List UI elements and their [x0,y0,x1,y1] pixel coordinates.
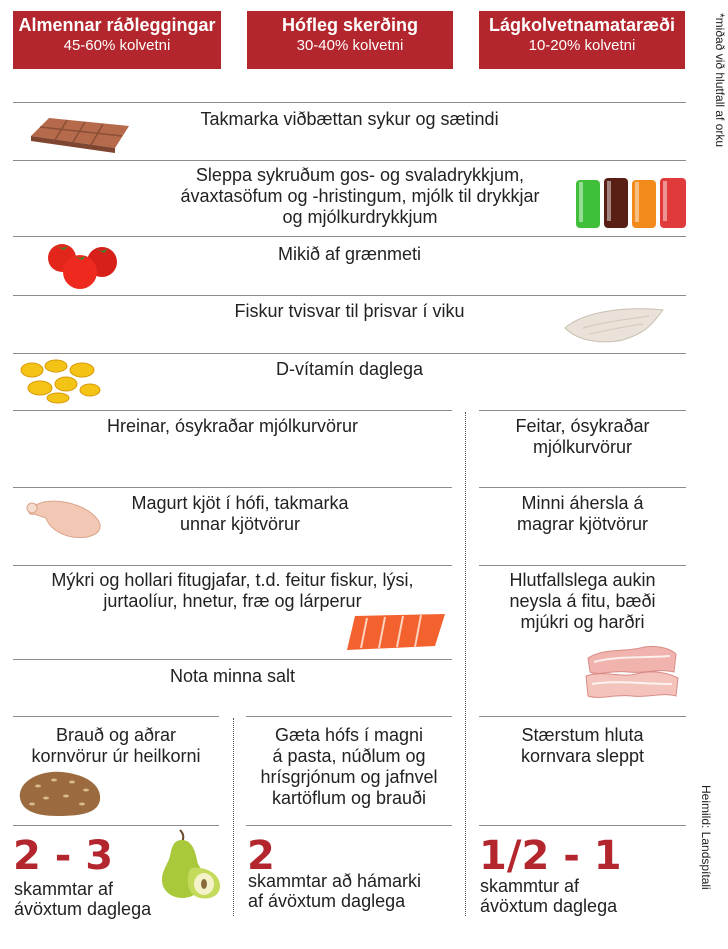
column-separator [233,718,234,916]
meat-right-line: magrar kjötvörur [516,514,649,534]
meat-left-line: unnar kjötvörur [179,514,301,534]
divider [13,659,452,660]
fruit-text-moderate: skammtar að hámarki af ávöxtum daglega [248,871,421,911]
fruit-amount-general: 2 - 3 [13,833,114,879]
divider [13,102,686,103]
header-moderate: Hófleg skerðing 30-40% kolvetni [247,11,453,69]
column-separator [465,412,466,916]
divider [13,295,686,296]
divider [479,410,686,411]
meat-left-text: Magurt kjöt í hófi, takmarka unnar kjötv… [80,493,400,535]
fish-fillet-image [564,308,664,343]
fats-right-line: mjúkri og harðri [520,612,645,632]
dairy-left-text: Hreinar, ósykraðar mjólkurvörur [106,416,359,436]
fruit-amount-lowcarb: 1/2 - 1 [479,833,622,879]
sugar-text: Takmarka viðbættan sykur og sætindi [200,109,499,129]
header-lowcarb: Lágkolvetnamataræði 10-20% kolvetni [479,11,685,69]
divider [246,825,452,826]
divider [13,825,219,826]
divider [13,487,452,488]
grains-col3-text: Stærstum hluta kornvara sleppt [479,725,686,767]
dairy-right-line: Feitar, ósykraðar [515,416,650,436]
header-subtitle: 45-60% kolvetni [63,37,171,54]
vitamin-capsules-image [20,359,101,404]
soft-drinks-image [576,178,686,228]
salmon-image [347,614,445,650]
fruit-text-line: skammtar af [14,879,114,899]
chocolate-image [31,118,129,153]
salt-text: Nota minna salt [169,666,296,686]
grains-col1-line: Brauð og aðrar [55,725,177,745]
fats-left-text: Mýkri og hollari fitugjafar, t.d. feitur… [13,570,452,612]
fruit-text-lowcarb: skammtur af ávöxtum daglega [480,876,617,916]
source-credit: Heimild: Landspítali [699,785,713,890]
drinks-text: Sleppa sykruðum gos- og svaladrykkjum, á… [120,165,600,228]
fruit-text-line: ávöxtum daglega [480,896,618,916]
fruit-text-line: skammtar að hámarki [248,871,422,891]
drinks-line: ávaxtasöfum og -hristingum, mjólk til dr… [180,186,540,206]
fruit-text-line: ávöxtum daglega [14,899,152,919]
header-subtitle: 30-40% kolvetni [296,37,404,54]
fats-right-line: neysla á fitu, bæði [509,591,656,611]
grains-col1-line: kornvörur úr heilkorni [31,746,201,766]
side-note: *miðað við hlutfall af orku [713,13,727,148]
grains-col2-line: kartöflum og brauði [271,788,427,808]
grains-col3-line: Stærstum hluta [521,725,644,745]
divider [13,565,452,566]
tomato-image [48,244,117,289]
fruit-amount-moderate: 2 [247,833,275,879]
meat-right-text: Minni áhersla á magrar kjötvörur [479,493,686,535]
divider [479,825,686,826]
drinks-line: og mjólkurdrykkjum [282,207,438,227]
grains-col2-line: á pasta, núðlum og [272,746,426,766]
dairy-right-line: mjólkurvörur [532,437,633,457]
vitamin-text: D-vítamín daglega [275,359,424,379]
fish-text: Fiskur tvisvar til þrisvar í viku [234,301,465,321]
fruit-text-general: skammtar af ávöxtum daglega [14,879,151,919]
header-general: Almennar ráðleggingar 45-60% kolvetni [13,11,221,69]
drinks-line: Sleppa sykruðum gos- og svaladrykkjum, [195,165,525,185]
pear-image [162,829,220,899]
fruit-text-line: af ávöxtum daglega [248,891,406,911]
divider [479,487,686,488]
fruit-text-line: skammtur af [480,876,580,896]
bread-image [19,771,101,816]
grains-col2-text: Gæta hófs í magni á pasta, núðlum og hrí… [246,725,452,809]
divider [246,716,452,717]
fats-right-line: Hlutfallslega aukin [509,570,656,590]
meat-right-line: Minni áhersla á [521,493,644,513]
header-title: Hófleg skerðing [281,15,419,35]
grains-col2-line: hrísgrjónum og jafnvel [260,767,438,787]
dairy-right-text: Feitar, ósykraðar mjólkurvörur [479,416,686,458]
divider [479,565,686,566]
grains-col1-text: Brauð og aðrar kornvörur úr heilkorni [13,725,219,767]
chicken-leg-image [26,500,101,538]
header-subtitle: 10-20% kolvetni [528,37,636,54]
divider [479,716,686,717]
divider [13,716,219,717]
divider [13,236,686,237]
fats-right-text: Hlutfallslega aukin neysla á fitu, bæði … [479,570,686,633]
grains-col2-line: Gæta hófs í magni [274,725,424,745]
divider [13,353,686,354]
vegetables-text: Mikið af grænmeti [277,244,422,264]
fats-left-line: Mýkri og hollari fitugjafar, t.d. feitur… [51,570,414,590]
divider [13,160,686,161]
header-title: Lágkolvetnamataræði [488,15,676,35]
grains-col3-line: kornvara sleppt [520,746,645,766]
bacon-image [585,645,679,698]
fats-left-line: jurtaolíur, hnetur, fræ og lárperur [103,591,362,611]
header-title: Almennar ráðleggingar [18,15,216,35]
meat-left-line: Magurt kjöt í hófi, takmarka [131,493,349,513]
divider [13,410,452,411]
